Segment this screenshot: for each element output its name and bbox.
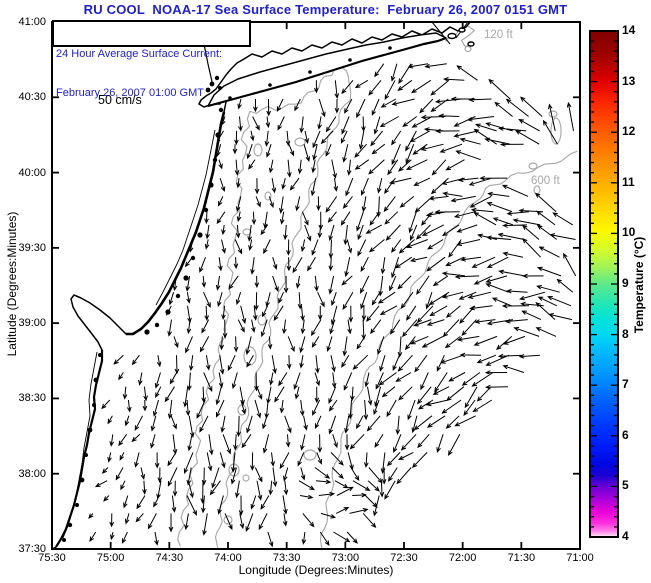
colorbar-tick-label: 10 [622,225,636,240]
y-tick-label: 38:30 [18,392,46,405]
y-tick-label: 39:30 [18,241,46,254]
x-tick-label: 72:00 [448,551,477,564]
x-tick-label: 74:00 [214,551,242,564]
x-tick-label: 75:30 [38,551,66,564]
y-tick-label: 40:00 [18,166,46,179]
colorbar-tick-label: 11 [622,174,635,189]
x-tick-label: 71:00 [566,551,594,564]
colorbar-tick-label: 13 [622,73,636,88]
depth-contour-label-120ft: 120 ft [484,29,513,41]
land-coastline [51,21,475,550]
colorbar [589,30,619,538]
x-axis-label: Longitude (Degrees:Minutes) [238,563,394,577]
colorbar-tick-label: 14 [622,23,636,37]
y-tick-label: 37:30 [18,543,46,555]
y-tick-label: 38:00 [18,467,46,480]
y-tick-label: 41:00 [18,16,46,28]
colorbar-tick-label: 12 [622,124,636,139]
figure-title: RU COOL NOAA-17 Sea Surface Temperature:… [83,2,568,17]
current-overlay-box: 24 Hour Average Surface Current: Februar… [52,20,251,99]
y-tick-label: 39:00 [18,317,46,330]
colorbar-tick-label: 7 [622,377,629,392]
depth-contour-label-600ft: 600 ft [531,175,560,187]
colorbar-tick-label: 8 [622,326,629,341]
x-tick-label: 73:30 [272,551,301,564]
x-tick-label: 73:00 [331,551,360,564]
y-tick-label: 40:30 [18,91,46,104]
x-tick-label: 75:00 [96,551,125,564]
current-scale-label: 50 cm/s [98,93,142,107]
y-axis-label: Latitude (Degrees:Minutes) [5,211,19,357]
colorbar-tick-label: 4 [622,529,629,543]
current-vector-arrows [88,63,577,548]
x-tick-label: 71:30 [507,551,536,564]
x-tick-label: 74:30 [155,551,184,564]
x-tick-label: 72:30 [390,551,418,564]
colorbar-tick-label: 6 [622,427,629,442]
colorbar-tick-label: 9 [622,276,629,290]
colorbar-tick-label: 5 [622,478,629,493]
overlay-line1: 24 Hour Average Surface Current: [56,48,223,60]
overlay-line2: February 26, 2007 01:00 GMT [56,87,204,99]
